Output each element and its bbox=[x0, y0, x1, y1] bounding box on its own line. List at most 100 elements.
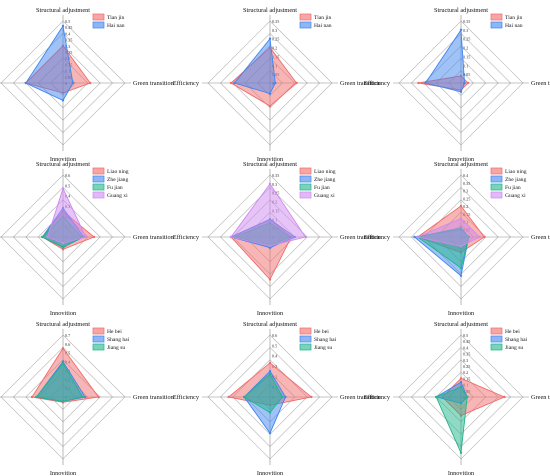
tick-label: 0.4 bbox=[65, 31, 71, 36]
legend-swatch bbox=[490, 191, 503, 199]
data-point bbox=[268, 411, 272, 414]
axis-label: Innovition bbox=[257, 310, 284, 317]
tick-label: 0.25 bbox=[463, 196, 470, 201]
data-point bbox=[459, 451, 463, 454]
data-point bbox=[268, 373, 272, 376]
data-point bbox=[61, 99, 65, 102]
axis-label: Innovition bbox=[50, 156, 77, 163]
axis-label: Efficiency bbox=[173, 80, 200, 87]
legend-label: Guang xi bbox=[505, 193, 526, 199]
tick-label: 0.25 bbox=[272, 37, 279, 42]
tick-label: 0.6 bbox=[272, 333, 277, 338]
data-point bbox=[229, 235, 233, 239]
legend-swatch bbox=[490, 175, 503, 183]
data-point bbox=[413, 235, 416, 239]
axis-label: Structural adjustment bbox=[36, 161, 90, 168]
tick-label: 0.3 bbox=[65, 44, 70, 49]
data-point bbox=[61, 362, 65, 365]
axis-label: Structural adjustment bbox=[243, 161, 297, 168]
data-point bbox=[46, 235, 49, 239]
data-point bbox=[478, 235, 481, 239]
data-point bbox=[459, 28, 463, 32]
data-point bbox=[84, 235, 87, 239]
data-point bbox=[459, 90, 463, 94]
tick-label: 0.25 bbox=[463, 364, 470, 369]
axis-label: Structural adjustment bbox=[434, 321, 488, 328]
legend-swatch bbox=[299, 343, 312, 351]
tick-label: 0.6 bbox=[65, 342, 70, 347]
tick-label: 0.5 bbox=[65, 351, 70, 356]
data-point bbox=[459, 274, 463, 277]
legend-label: Hai nan bbox=[314, 23, 332, 29]
data-point bbox=[416, 235, 419, 239]
data-point bbox=[61, 347, 65, 350]
tick-label: 0.15 bbox=[463, 376, 470, 381]
tick-label: 0.7 bbox=[65, 333, 70, 338]
axis-label: Green transition bbox=[340, 394, 382, 401]
tick-label: 0.3 bbox=[272, 182, 277, 187]
data-point bbox=[229, 81, 233, 85]
axis-label: Efficiency bbox=[364, 234, 391, 241]
tick-label: 0.4 bbox=[65, 194, 71, 199]
tick-label: 0.3 bbox=[463, 358, 468, 363]
axis-label: Innovition bbox=[257, 470, 284, 476]
axis-label: Efficiency bbox=[173, 234, 200, 241]
legend-swatch bbox=[299, 335, 312, 343]
data-point bbox=[424, 81, 427, 85]
data-point bbox=[83, 395, 87, 399]
data-point bbox=[35, 395, 38, 399]
tick-label: 0.35 bbox=[463, 352, 470, 357]
data-point bbox=[459, 204, 463, 208]
series-polygon-guang-xi bbox=[46, 187, 87, 244]
tick-label: 0.3 bbox=[463, 189, 468, 194]
legend-swatch bbox=[490, 327, 503, 335]
data-point bbox=[459, 266, 463, 270]
data-point bbox=[61, 360, 65, 363]
tick-label: 0.2 bbox=[463, 46, 468, 51]
axis-label: Innovition bbox=[50, 470, 77, 476]
legend-swatch bbox=[299, 183, 312, 191]
radar-chart-9: 0.50.450.40.350.30.250.20.150.10.050Stru… bbox=[364, 321, 550, 476]
axis-label: Innovition bbox=[50, 310, 77, 317]
tick-label: 0.35 bbox=[463, 181, 470, 186]
legend-swatch bbox=[92, 327, 105, 335]
axis-label: Structural adjustment bbox=[36, 321, 90, 328]
data-point bbox=[61, 248, 65, 251]
data-point bbox=[459, 217, 463, 220]
data-point bbox=[268, 244, 272, 248]
legend-swatch bbox=[92, 183, 105, 191]
legend-label: Fu jian bbox=[107, 185, 123, 191]
data-point bbox=[483, 235, 486, 239]
radar-chart-2: 0.350.30.250.20.150.10.050Structural adj… bbox=[173, 7, 382, 163]
axis-label: Structural adjustment bbox=[243, 321, 297, 328]
tick-label: 0.3 bbox=[463, 28, 468, 33]
data-point bbox=[268, 246, 272, 249]
data-point bbox=[459, 385, 463, 389]
data-point bbox=[268, 369, 272, 373]
axis-label: Green transition bbox=[133, 80, 175, 87]
axis-label: Green transition bbox=[133, 394, 175, 401]
radar-chart-1: 0.50.450.40.350.30.250.20.150.10.050Stru… bbox=[0, 7, 175, 163]
axis-label: Green transition bbox=[531, 394, 550, 401]
data-point bbox=[268, 361, 272, 365]
data-point bbox=[304, 235, 307, 239]
data-point bbox=[310, 395, 313, 399]
legend-swatch bbox=[490, 13, 503, 21]
data-point bbox=[61, 246, 65, 249]
data-point bbox=[295, 81, 298, 85]
data-point bbox=[463, 81, 466, 85]
legend-label: Tian jin bbox=[107, 15, 125, 21]
tick-label: 0.35 bbox=[65, 38, 72, 43]
legend-label: Hai nan bbox=[505, 23, 523, 29]
tick-label: 0.05 bbox=[463, 72, 470, 77]
axis-label: Green transition bbox=[531, 234, 550, 241]
tick-label: 0.5 bbox=[463, 333, 468, 338]
legend-swatch bbox=[490, 183, 503, 191]
data-point bbox=[268, 104, 272, 108]
data-point bbox=[71, 81, 75, 85]
series-polygon-hai-nan bbox=[424, 28, 465, 93]
legend-swatch bbox=[92, 175, 105, 183]
axis-label: Green transition bbox=[133, 234, 175, 241]
tick-label: 0.35 bbox=[272, 19, 279, 24]
data-point bbox=[268, 182, 272, 186]
